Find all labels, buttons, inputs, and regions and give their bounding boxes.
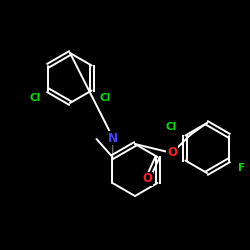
Text: Cl: Cl: [166, 122, 177, 132]
Text: N: N: [108, 132, 118, 144]
Text: O: O: [142, 172, 152, 186]
Text: O: O: [167, 146, 177, 160]
Text: Cl: Cl: [99, 93, 110, 103]
Text: Cl: Cl: [30, 93, 41, 103]
Text: F: F: [238, 163, 245, 173]
